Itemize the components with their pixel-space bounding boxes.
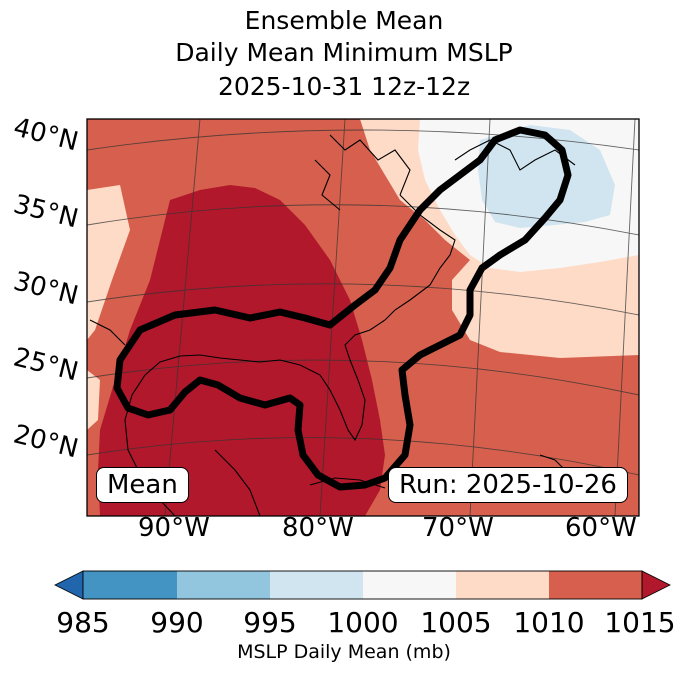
mean-label-box: Mean <box>96 467 189 503</box>
colorbar-tick-1010: 1010 <box>513 606 585 639</box>
lon-label-90w: 90°W <box>138 513 210 543</box>
colorbar-tick-1005: 1005 <box>420 606 492 639</box>
ensemble-contour <box>113 126 572 491</box>
colorbar-1005-1010 <box>456 571 549 599</box>
lon-label-60w: 60°W <box>565 513 637 543</box>
colorbar-tick-995: 995 <box>243 606 297 639</box>
colorbar-tick-1000: 1000 <box>327 606 399 639</box>
run-date-box: Run: 2025-10-26 <box>388 467 628 503</box>
colorbar-arrow-low <box>54 570 84 600</box>
field-995 <box>478 125 615 228</box>
map-panel <box>87 119 639 516</box>
colorbar-tick-990: 990 <box>150 606 204 639</box>
map-border <box>86 118 640 517</box>
field-1005-west <box>87 185 130 340</box>
title-line-1: Ensemble Mean <box>244 6 444 35</box>
colorbar-arrow-high <box>641 570 671 600</box>
colorbar-985-990 <box>83 571 177 599</box>
colorbar <box>54 570 671 600</box>
graticule <box>87 119 639 516</box>
colorbar-tick-1015: 1015 <box>604 606 676 639</box>
lon-label-80w: 80°W <box>282 513 354 543</box>
lon-label-70w: 70°W <box>422 513 494 543</box>
field-1015 <box>98 185 385 516</box>
field-1005-west2 <box>87 370 100 430</box>
title-line-3: 2025-10-31 12z-12z <box>217 72 471 101</box>
title-line-2: Daily Mean Minimum MSLP <box>175 38 513 67</box>
colorbar-tick-985: 985 <box>56 606 110 639</box>
colorbar-label: MSLP Daily Mean (mb) <box>237 641 451 663</box>
colorbar-1010-1015 <box>549 571 642 599</box>
colorbar-1000-1005 <box>363 571 456 599</box>
colorbar-990-995 <box>177 571 270 599</box>
colorbar-995-1000 <box>270 571 363 599</box>
